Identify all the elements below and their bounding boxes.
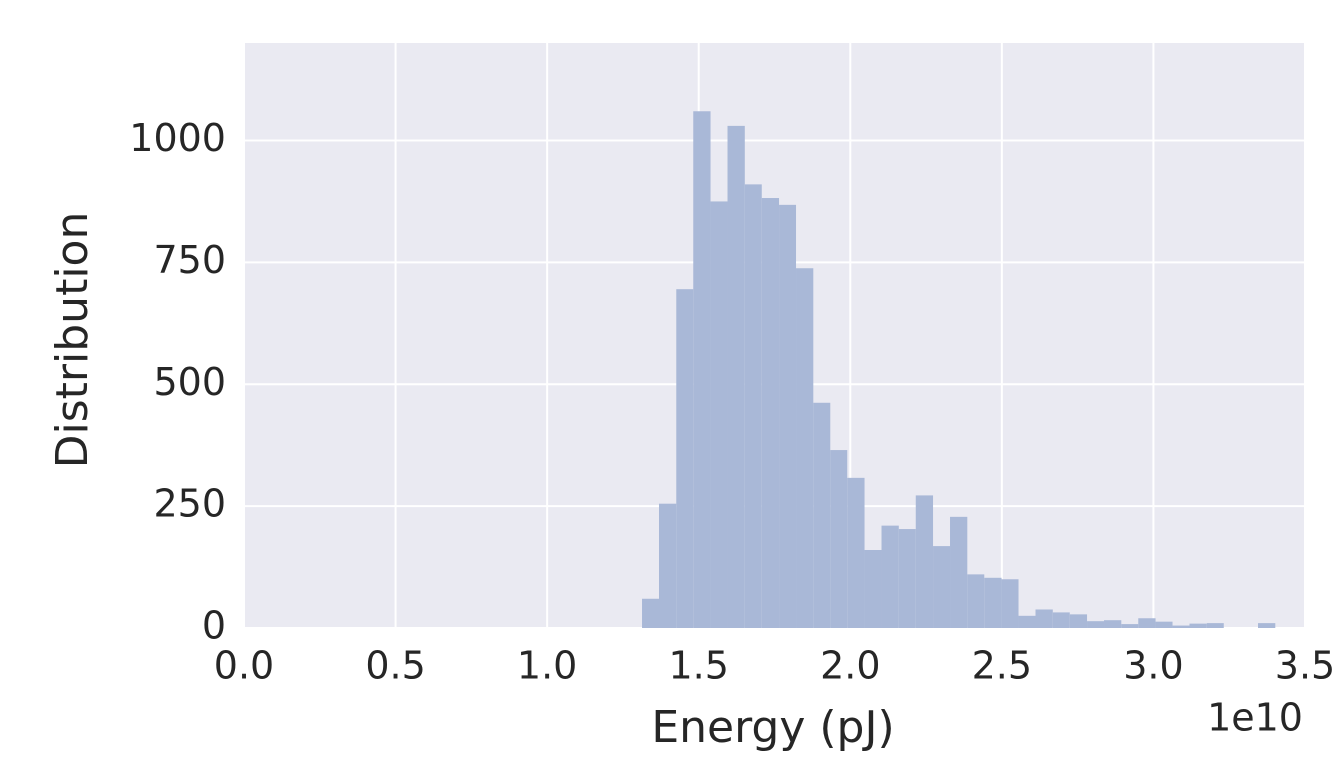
bar <box>1155 621 1173 628</box>
x-tick-label: 3.5 <box>1275 644 1335 688</box>
bar <box>710 201 728 628</box>
x-tick-label: 0.5 <box>365 644 425 688</box>
bar <box>898 529 916 628</box>
bar <box>1018 615 1036 628</box>
bar <box>915 495 934 628</box>
x-tick-label: 3.0 <box>1123 644 1183 688</box>
y-tick-label: 250 <box>153 482 226 526</box>
bar <box>659 503 677 628</box>
bar <box>1172 625 1190 628</box>
x-tick-label: 1.0 <box>517 644 577 688</box>
bar <box>1206 623 1224 628</box>
bars <box>642 111 1276 628</box>
bar <box>676 289 694 628</box>
bar <box>642 598 660 628</box>
bar <box>864 550 882 628</box>
bar <box>847 477 865 628</box>
bar <box>950 516 968 628</box>
y-tick-label: 1000 <box>129 116 226 160</box>
bar <box>796 268 814 628</box>
bar <box>933 546 951 628</box>
bar <box>779 204 797 628</box>
x-tick-label: 1.5 <box>668 644 728 688</box>
bar <box>1035 609 1053 628</box>
bar <box>1121 624 1139 628</box>
bar <box>881 525 899 628</box>
bar <box>1138 618 1156 628</box>
bar <box>1052 612 1070 628</box>
bar <box>1001 579 1019 628</box>
bar <box>1189 623 1207 628</box>
bar <box>1104 620 1122 628</box>
y-tick-label: 750 <box>153 238 226 282</box>
bar <box>744 184 762 628</box>
bar <box>813 402 831 628</box>
bar <box>1087 621 1105 628</box>
bar <box>1258 623 1276 628</box>
y-axis-label: Distribution <box>47 212 98 469</box>
bar <box>830 450 848 628</box>
x-tick-label: 0.0 <box>214 644 274 688</box>
x-tick-label: 2.0 <box>820 644 880 688</box>
bar <box>1069 614 1088 628</box>
bar <box>967 574 985 628</box>
bar <box>984 577 1002 628</box>
y-tick-label: 0 <box>202 604 226 648</box>
x-axis-label: Energy (pJ) <box>651 702 894 753</box>
x-offset-label: 1e10 <box>1207 696 1303 740</box>
y-tick-label: 500 <box>153 360 226 404</box>
x-tick-label: 2.5 <box>972 644 1032 688</box>
bar <box>727 125 745 628</box>
bar <box>693 111 711 628</box>
bar <box>761 198 780 628</box>
